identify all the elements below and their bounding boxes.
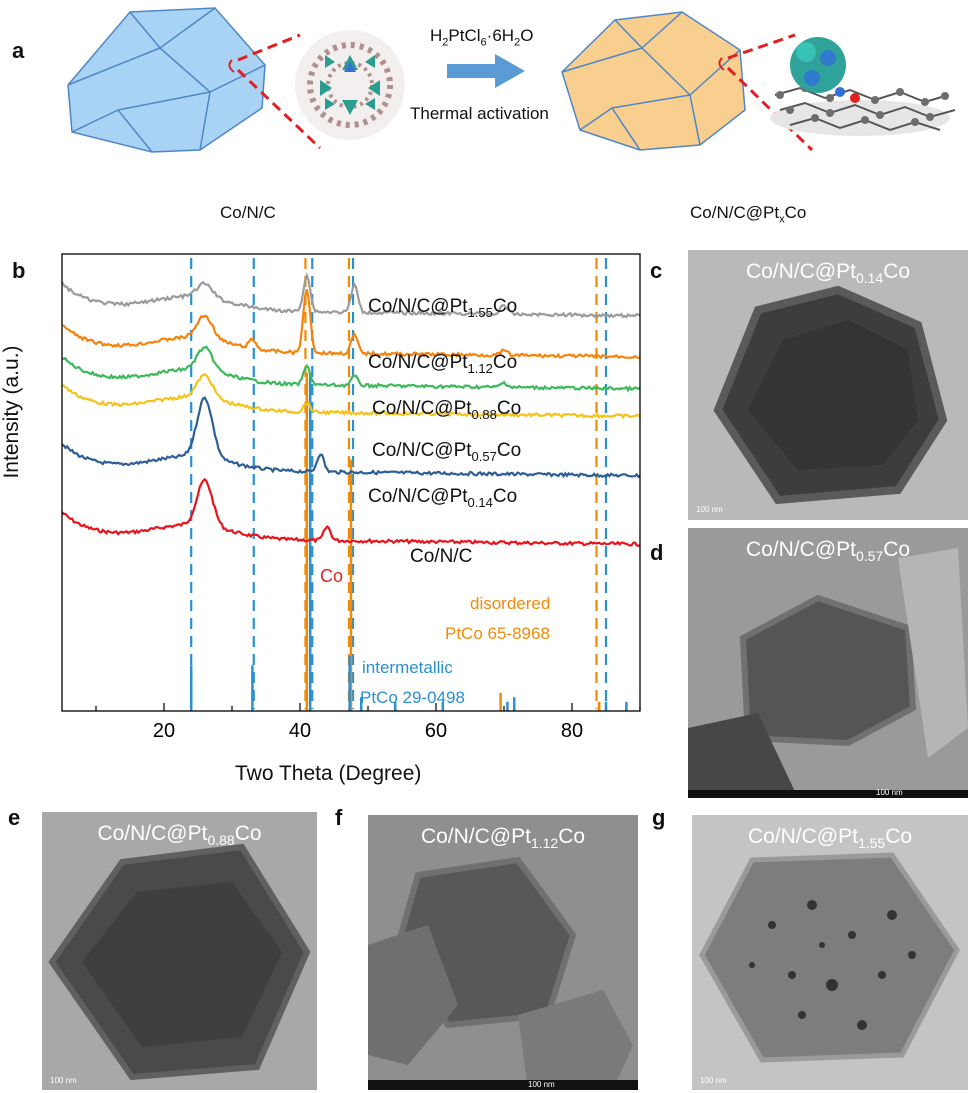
series-label-pt057: Co/N/C@Pt0.57Co xyxy=(372,440,522,464)
xrd-series-line xyxy=(61,272,641,319)
x-tick-label: 20 xyxy=(153,720,175,742)
reaction-arrow xyxy=(447,54,525,88)
x-tick-label: 60 xyxy=(425,720,447,742)
tem-title-c: Co/N/C@Pt0.14Co xyxy=(745,260,911,287)
tem-image-g: Co/N/C@Pt1.55Co 100 nm xyxy=(692,815,968,1090)
series-label-pt014: Co/N/C@Pt0.14Co xyxy=(368,486,518,510)
scale-bar-e: 100 nm xyxy=(50,1076,77,1085)
xrd-series-line xyxy=(61,289,641,360)
series-label-pt088: Co/N/C@Pt0.88Co xyxy=(372,398,522,422)
left-crystal xyxy=(67,7,266,153)
xrd-chart: 20 40 60 80 xyxy=(61,253,641,742)
xrd-series-line xyxy=(61,372,641,420)
panel-label-e: e xyxy=(8,805,21,830)
panel-label-b: b xyxy=(12,258,26,283)
series-label-con-c: Co/N/C xyxy=(410,546,473,567)
x-tick-label: 80 xyxy=(561,720,583,742)
series-label-pt112: Co/N/C@Pt1.12Co xyxy=(368,352,518,376)
tem-title-e: Co/N/C@Pt0.88Co xyxy=(97,822,262,849)
scale-bar-g: 100 nm xyxy=(700,1076,727,1085)
ref-intermetallic-label-2: PtCo 29-0498 xyxy=(360,688,465,707)
series-label-pt155: Co/N/C@Pt1.55Co xyxy=(368,296,518,320)
process-label: Thermal activation xyxy=(410,104,549,124)
y-axis-label: Intensity (a.u.) xyxy=(0,345,23,479)
right-crystal xyxy=(561,11,746,151)
scheme-diagram xyxy=(67,7,956,153)
xrd-series-line xyxy=(61,396,641,479)
panel-label-g: g xyxy=(652,805,666,830)
ref-disordered-label-2: PtCo 65-8968 xyxy=(445,624,550,643)
tem-image-c: Co/N/C@Pt0.14Co 100 nm xyxy=(688,250,968,520)
plot-frame xyxy=(61,253,641,712)
tem-title-g: Co/N/C@Pt1.55Co xyxy=(747,825,913,852)
left-caption: Co/N/C xyxy=(220,203,276,222)
co-peak-label: Co xyxy=(320,566,344,586)
x-tick-label: 40 xyxy=(289,720,311,742)
panel-label-d: d xyxy=(650,540,664,565)
ref-intermetallic-label-1: intermetallic xyxy=(362,658,453,677)
xrd-series-line xyxy=(61,477,641,547)
mof-structure-image xyxy=(295,30,405,140)
tem-title-f: Co/N/C@Pt1.12Co xyxy=(420,825,586,852)
tem-image-f: Co/N/C@Pt1.12Co 100 nm xyxy=(368,815,638,1090)
ref-disordered-label-1: disordered xyxy=(470,594,551,613)
x-axis-label: Two Theta (Degree) xyxy=(235,762,422,785)
right-caption: Co/N/C@PtxCo xyxy=(690,203,807,226)
panel-label-c: c xyxy=(650,258,663,283)
scale-bar-d: 100 nm xyxy=(876,788,903,797)
tem-title-d: Co/N/C@Pt0.57Co xyxy=(745,538,911,565)
scale-bar-f: 100 nm xyxy=(528,1080,555,1089)
nanoparticle-graphene-image xyxy=(770,37,956,136)
panel-label-a: a xyxy=(12,38,25,63)
panel-label-f: f xyxy=(335,805,343,830)
scale-bar-c: 100 nm xyxy=(696,505,723,514)
tem-image-e: Co/N/C@Pt0.88Co 100 nm xyxy=(42,812,317,1090)
reagent-label: H2PtCl6·6H2O xyxy=(430,26,534,49)
tem-image-d: Co/N/C@Pt0.57Co 100 nm xyxy=(688,528,968,798)
xrd-series-line xyxy=(61,345,641,393)
